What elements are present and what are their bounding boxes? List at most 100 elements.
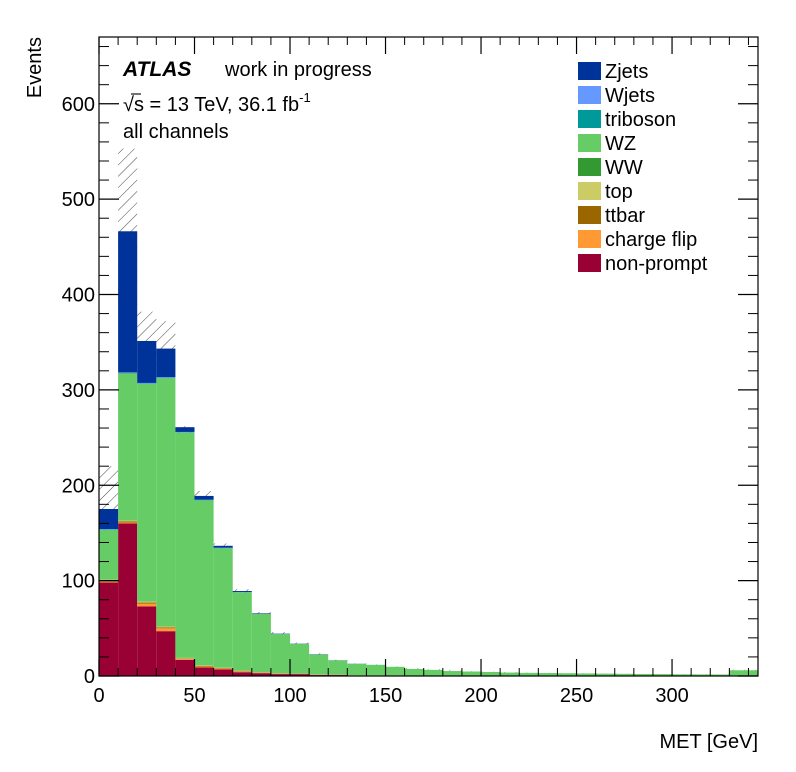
bar-non-prompt-bin-2 [137,606,157,676]
legend-label-ttbar: ttbar [605,205,645,227]
bar-wz-bin-32 [710,674,730,676]
bar-wz-bin-30 [672,674,692,676]
x-tick-label: 150 [369,685,402,707]
plot-frame [98,36,759,677]
stacked-bars [99,231,758,676]
bar-top-bin-1 [118,520,138,522]
bar-wz-bin-22 [519,672,539,676]
bar-wz-bin-1 [118,373,138,521]
legend-label-top: top [605,181,633,203]
bar-wz-bin-10 [290,643,310,674]
bar-non-prompt-bin-7 [232,672,252,676]
bar-non-prompt-bin-4 [175,659,195,676]
bar-zjets-bin-4 [175,427,195,432]
energy-lumi-text: √s = 13 TeV, 36.1 fb [123,94,299,116]
bar-zjets-bin-1 [118,231,138,373]
x-axis-label: MET [GeV] [659,731,758,753]
x-tick-label: 300 [655,685,688,707]
legend-label-triboson: triboson [605,109,676,131]
uncertainty-band-bin-18 [442,670,462,672]
status-label: work in progress [224,59,372,81]
bar-wz-bin-23 [538,673,558,676]
bar-wz-bin-29 [652,674,673,676]
bar-wz-bin-24 [557,673,577,676]
uncertainty-band-bin-17 [423,669,443,671]
bar-charge-flip-bin-4 [175,658,195,660]
uncertainty-band-bin-11 [309,653,329,656]
bar-wz-bin-20 [481,671,501,676]
bar-wz-bin-26 [595,673,615,676]
uncertainty-band-bin-16 [404,668,424,670]
bar-non-prompt-bin-0 [99,582,119,676]
lumi-exponent: -1 [299,90,311,105]
legend-label-zjets: Zjets [605,61,648,83]
y-tick-label: 600 [62,94,95,116]
legend-label-wz: WZ [605,133,636,155]
bar-wz-bin-5 [194,500,214,666]
bar-wz-bin-19 [461,671,482,676]
bar-ttbar-bin-1 [118,521,138,523]
bar-zjets-bin-6 [213,545,233,548]
bar-wz-bin-2 [137,383,157,602]
bar-zjets-bin-3 [156,348,176,378]
bar-wz-bin-8 [251,614,271,673]
bar-wz-bin-28 [633,673,653,676]
bar-wz-bin-4 [175,432,195,658]
bar-top-bin-2 [137,601,157,603]
bar-non-prompt-bin-8 [251,673,271,676]
uncertainty-band-bin-5 [194,490,214,499]
y-tick-label: 100 [62,571,95,593]
bar-non-prompt-bin-10 [290,674,310,676]
bar-charge-flip-bin-6 [213,668,233,670]
x-tick-label: 0 [93,685,104,707]
bar-wz-bin-15 [385,666,405,676]
legend-swatch-top [578,182,601,200]
legend-swatch-charge-flip [578,230,601,248]
selection-label: all channels [123,121,229,143]
bar-wz-bin-18 [442,671,462,676]
axes: 0 50 100 150 200 250 300 0 100 200 300 400 500 600 [62,37,758,707]
bar-wz-bin-7 [232,592,252,671]
legend-swatch-triboson [578,110,601,128]
bar-ttbar-bin-3 [156,627,176,629]
bar-zjets-bin-7 [232,591,252,592]
bar-charge-flip-bin-2 [137,603,157,607]
legend-swatch-zjets [578,62,601,80]
bar-wz-bin-21 [500,672,520,676]
energy-lumi-label: √s = 13 TeV, 36.1 fb-1 [123,90,311,116]
y-tick-label: 400 [62,285,95,307]
bar-wz-bin-14 [366,664,386,676]
legend-swatch-wjets [578,86,601,104]
legend-swatch-ttbar [578,206,601,224]
x-tick-label: 200 [464,685,497,707]
bar-charge-flip-bin-3 [156,628,176,632]
bar-non-prompt-bin-3 [156,631,176,676]
bar-charge-flip-bin-5 [194,666,214,668]
bar-non-prompt-bin-5 [194,667,214,676]
legend-label-non-prompt: non-prompt [605,253,708,275]
bar-ttbar-bin-2 [137,602,157,604]
bar-wz-bin-3 [156,378,176,627]
legend-label-ww: WW [605,157,643,179]
bar-wz-bin-27 [614,673,634,676]
bar-non-prompt-bin-6 [213,669,233,676]
legend-swatch-non-prompt [578,254,601,272]
bar-non-prompt-bin-1 [118,523,138,676]
bar-wz-bin-0 [99,529,119,580]
y-axis-label: Events [24,37,46,98]
x-tick-label: 50 [183,685,205,707]
legend-label-charge-flip: charge flip [605,229,697,251]
bar-charge-flip-bin-1 [118,522,138,524]
y-tick-label: 0 [84,666,95,688]
bar-zjets-bin-5 [194,495,214,500]
bar-wz-bin-6 [213,548,233,668]
bar-wz-bin-13 [347,663,367,676]
y-tick-label: 500 [62,189,95,211]
bar-wz-bin-25 [576,673,596,676]
legend-swatch-ww [578,158,601,176]
y-tick-label: 300 [62,380,95,402]
y-tick-label: 200 [62,475,95,497]
bar-wz-bin-16 [404,668,424,676]
bar-charge-flip-bin-7 [232,671,252,673]
